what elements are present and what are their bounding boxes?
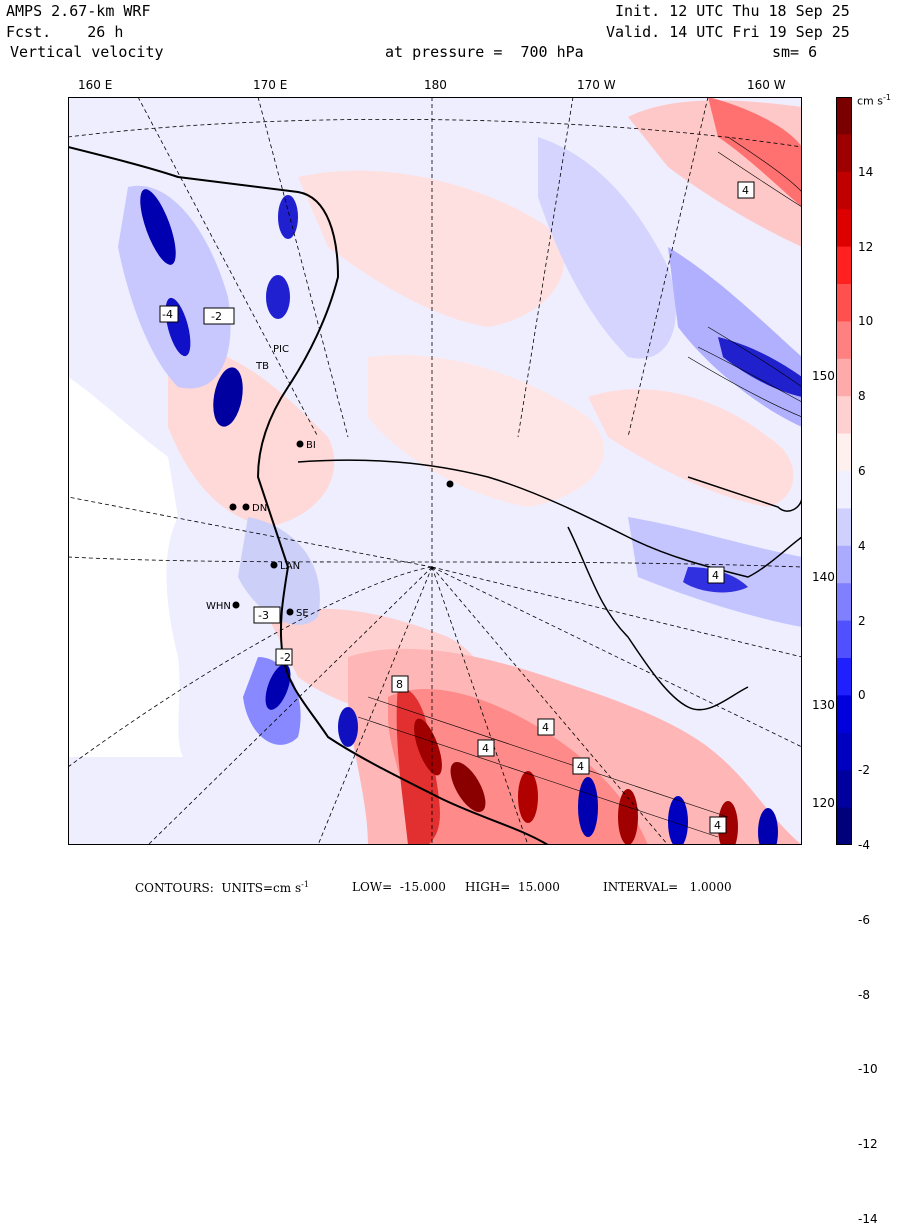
field-strong-red [396, 687, 440, 845]
colorbar-tick-label: -4 [858, 838, 870, 852]
colorbar-swatch [836, 396, 852, 435]
station-lan: LAN [280, 561, 300, 572]
forecast-hour: Fcst. 26 h [6, 23, 124, 41]
colorbar-tick-label: -2 [858, 763, 870, 778]
svg-text:4: 4 [577, 760, 584, 773]
coastline-west [68, 146, 549, 845]
graticule [68, 97, 802, 845]
colorbar-swatch [836, 358, 852, 397]
colorbar-swatch [836, 321, 852, 360]
ice-shelf-edge [297, 459, 802, 578]
colorbar-swatch [836, 620, 852, 659]
colorbar-swatch [836, 209, 852, 248]
field-pink-3 [368, 355, 605, 507]
colorbar-swatch [836, 695, 852, 734]
colorbar-tick-label: -8 [858, 987, 870, 1002]
ridge-line [567, 526, 749, 711]
pressure-level: at pressure = 700 hPa [385, 43, 584, 61]
colorbar-tick-label: 0 [858, 688, 866, 703]
velocity-map: BI DN LAN WHN SE PIC TB -2 -4 4 -3 -2 8 … [68, 97, 802, 845]
svg-text:4: 4 [712, 569, 719, 582]
svg-text:4: 4 [482, 742, 489, 755]
colorbar-swatch [836, 583, 852, 622]
init-time: Init. 12 UTC Thu 18 Sep 25 [615, 2, 850, 20]
footer-low: LOW= -15.000 [352, 880, 446, 894]
colorbar-frame [836, 97, 852, 845]
station-bi: BI [306, 440, 316, 451]
station-tb: TB [255, 361, 269, 372]
field-blue-1 [118, 185, 231, 389]
svg-text:-3: -3 [258, 609, 269, 622]
field-blue-2 [538, 137, 676, 359]
smoothing: sm= 6 [772, 43, 818, 61]
lon-label-160w: 160 W [747, 78, 786, 92]
colorbar-tick-label: 4 [858, 538, 866, 553]
valid-time: Valid. 14 UTC Fri 19 Sep 25 [606, 23, 850, 41]
colorbar-tick-label: 14 [858, 164, 874, 179]
colorbar-swatch [836, 508, 852, 547]
colorbar-tick-label: -10 [858, 1062, 878, 1077]
colorbar-swatch [836, 433, 852, 472]
lon-label-170e: 170 E [253, 78, 288, 92]
stations: BI DN LAN WHN SE PIC TB [206, 344, 454, 619]
colorbar-tick-label: 10 [858, 314, 874, 329]
lon-label-170w: 170 W [577, 78, 616, 92]
colorbar-swatch [836, 658, 852, 696]
contour-lines [357, 136, 802, 838]
colorbar-swatch [836, 246, 852, 285]
svg-text:4: 4 [714, 819, 721, 832]
mountain-dipoles-south [414, 718, 778, 845]
map-frame [68, 97, 802, 845]
lon-label-180: 180 [424, 78, 447, 92]
coast-marie-byrd [687, 476, 802, 512]
colorbar-units: cm s-1 [857, 93, 891, 108]
svg-text:-2: -2 [211, 310, 222, 323]
footer-contours: CONTOURS: UNITS=cm s-1 [135, 880, 309, 895]
colorbar-swatch [836, 545, 852, 584]
colorbar-tick-label: 6 [858, 464, 866, 478]
colorbar-swatch [836, 171, 852, 210]
colorbar-swatch [836, 732, 852, 771]
colorbar [836, 97, 852, 845]
colorbar-tick-label: -12 [858, 1137, 878, 1152]
colorbar-tick-label: -6 [858, 912, 870, 927]
colorbar-swatch [836, 97, 852, 135]
colorbar-swatch [836, 471, 852, 509]
colorbar-swatch [836, 807, 852, 845]
field-name: Vertical velocity [10, 43, 164, 61]
svg-text:8: 8 [396, 678, 403, 691]
field-pink-4 [588, 389, 794, 507]
colorbar-tick-label: 8 [858, 389, 866, 404]
model-title: AMPS 2.67-km WRF [6, 2, 151, 20]
station-se: SE [296, 608, 309, 619]
station-dn: DN [252, 503, 267, 514]
colorbar-swatch [836, 284, 852, 322]
colorbar-tick-label: -14 [858, 1212, 878, 1226]
field-blue-strong-ne [718, 337, 802, 397]
colorbar-swatch [836, 134, 852, 173]
field-pink-2 [298, 170, 565, 327]
svg-text:4: 4 [542, 721, 549, 734]
svg-text:-2: -2 [280, 651, 291, 664]
lon-label-160e: 160 E [78, 78, 113, 92]
colorbar-tick-label: 2 [858, 613, 866, 628]
colorbar-tick-label: 12 [858, 239, 874, 254]
colorbar-swatch [836, 770, 852, 809]
station-pic: PIC [273, 344, 289, 355]
no-data-area-west [68, 377, 183, 757]
svg-text:-4: -4 [162, 308, 173, 321]
contour-boxes: -2 -4 4 -3 -2 8 4 4 4 4 4 [159, 181, 755, 834]
footer-high: HIGH= 15.000 [465, 880, 560, 894]
field-blue-5 [238, 517, 320, 625]
field-red-ne [708, 97, 802, 207]
field-pink-1 [168, 345, 335, 527]
svg-text:4: 4 [742, 184, 749, 197]
station-whn: WHN [206, 601, 231, 612]
footer-interval: INTERVAL= 1.0000 [603, 880, 732, 894]
